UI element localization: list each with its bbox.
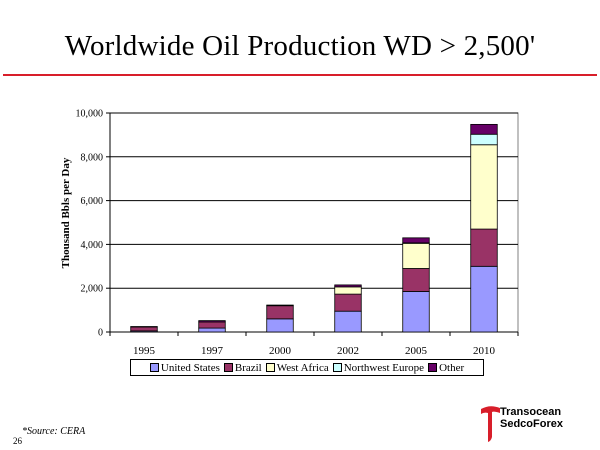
legend-swatch [223,363,233,372]
legend-swatch [149,363,159,372]
x-tick-label: 2000 [269,345,292,357]
x-tick-label: 2005 [405,345,428,357]
bar-segment [402,237,430,244]
bar-segment [198,321,226,329]
bar-segment [470,133,498,146]
y-axis-label: Thousand Bbls per Day [60,157,72,269]
legend-label: West Africa [276,361,329,374]
source-footnote: *Source: CERA [22,426,86,437]
bar-segment [334,286,362,295]
legend-swatch [332,363,342,372]
bar-segment [334,293,362,312]
y-tick-label: 8,000 [81,152,104,163]
x-tick-label: 2002 [337,345,359,357]
bar-segment [402,268,430,292]
legend-item: United States [149,361,220,374]
bar-segment [198,327,226,333]
title-divider [3,74,597,76]
legend-label: United States [160,361,220,374]
plot-area [109,112,519,333]
legend-item: Northwest Europe [332,361,425,374]
legend-item: West Africa [265,361,329,374]
x-tick-label: 2010 [473,345,496,357]
bar-segment [198,320,226,323]
x-tick-label: 1995 [133,345,156,357]
y-tick-label: 4,000 [81,240,104,251]
bar-segment [334,284,362,288]
bar-segment [266,304,294,307]
bar-segment [266,305,294,320]
y-tick-label: 2,000 [81,284,104,295]
bar-segment [470,228,498,267]
bar-segment [470,265,498,333]
slide-title: Worldwide Oil Production WD > 2,500' [64,30,536,62]
bar-segment [402,291,430,333]
legend-label: Brazil [234,361,262,374]
legend-item: Brazil [223,361,262,374]
y-tick-label: 10,000 [76,109,104,120]
chart-legend: United States Brazil West Africa Northwest … [130,359,484,376]
bar-segment [470,123,498,135]
legend-swatch [265,363,275,372]
bar-segment [334,310,362,333]
bar-segment [266,318,294,333]
legend-swatch [428,363,438,372]
y-tick-label: 0 [98,328,103,339]
legend-label: Northwest Europe [343,361,425,374]
bar-segment [402,242,430,269]
bar-segment [130,326,158,332]
transocean-t-icon [481,406,500,442]
y-tick-label: 6,000 [81,196,104,207]
company-logo: Transocean SedcoForex [480,403,590,443]
bar-segment [470,144,498,230]
page-number: 26 [13,436,22,446]
logo-line-1: Transocean [500,406,562,418]
legend-label: Other [439,361,465,374]
x-tick-label: 1997 [201,345,224,357]
logo-line-2: SedcoForex [500,418,563,430]
legend-item: Other [428,362,464,374]
